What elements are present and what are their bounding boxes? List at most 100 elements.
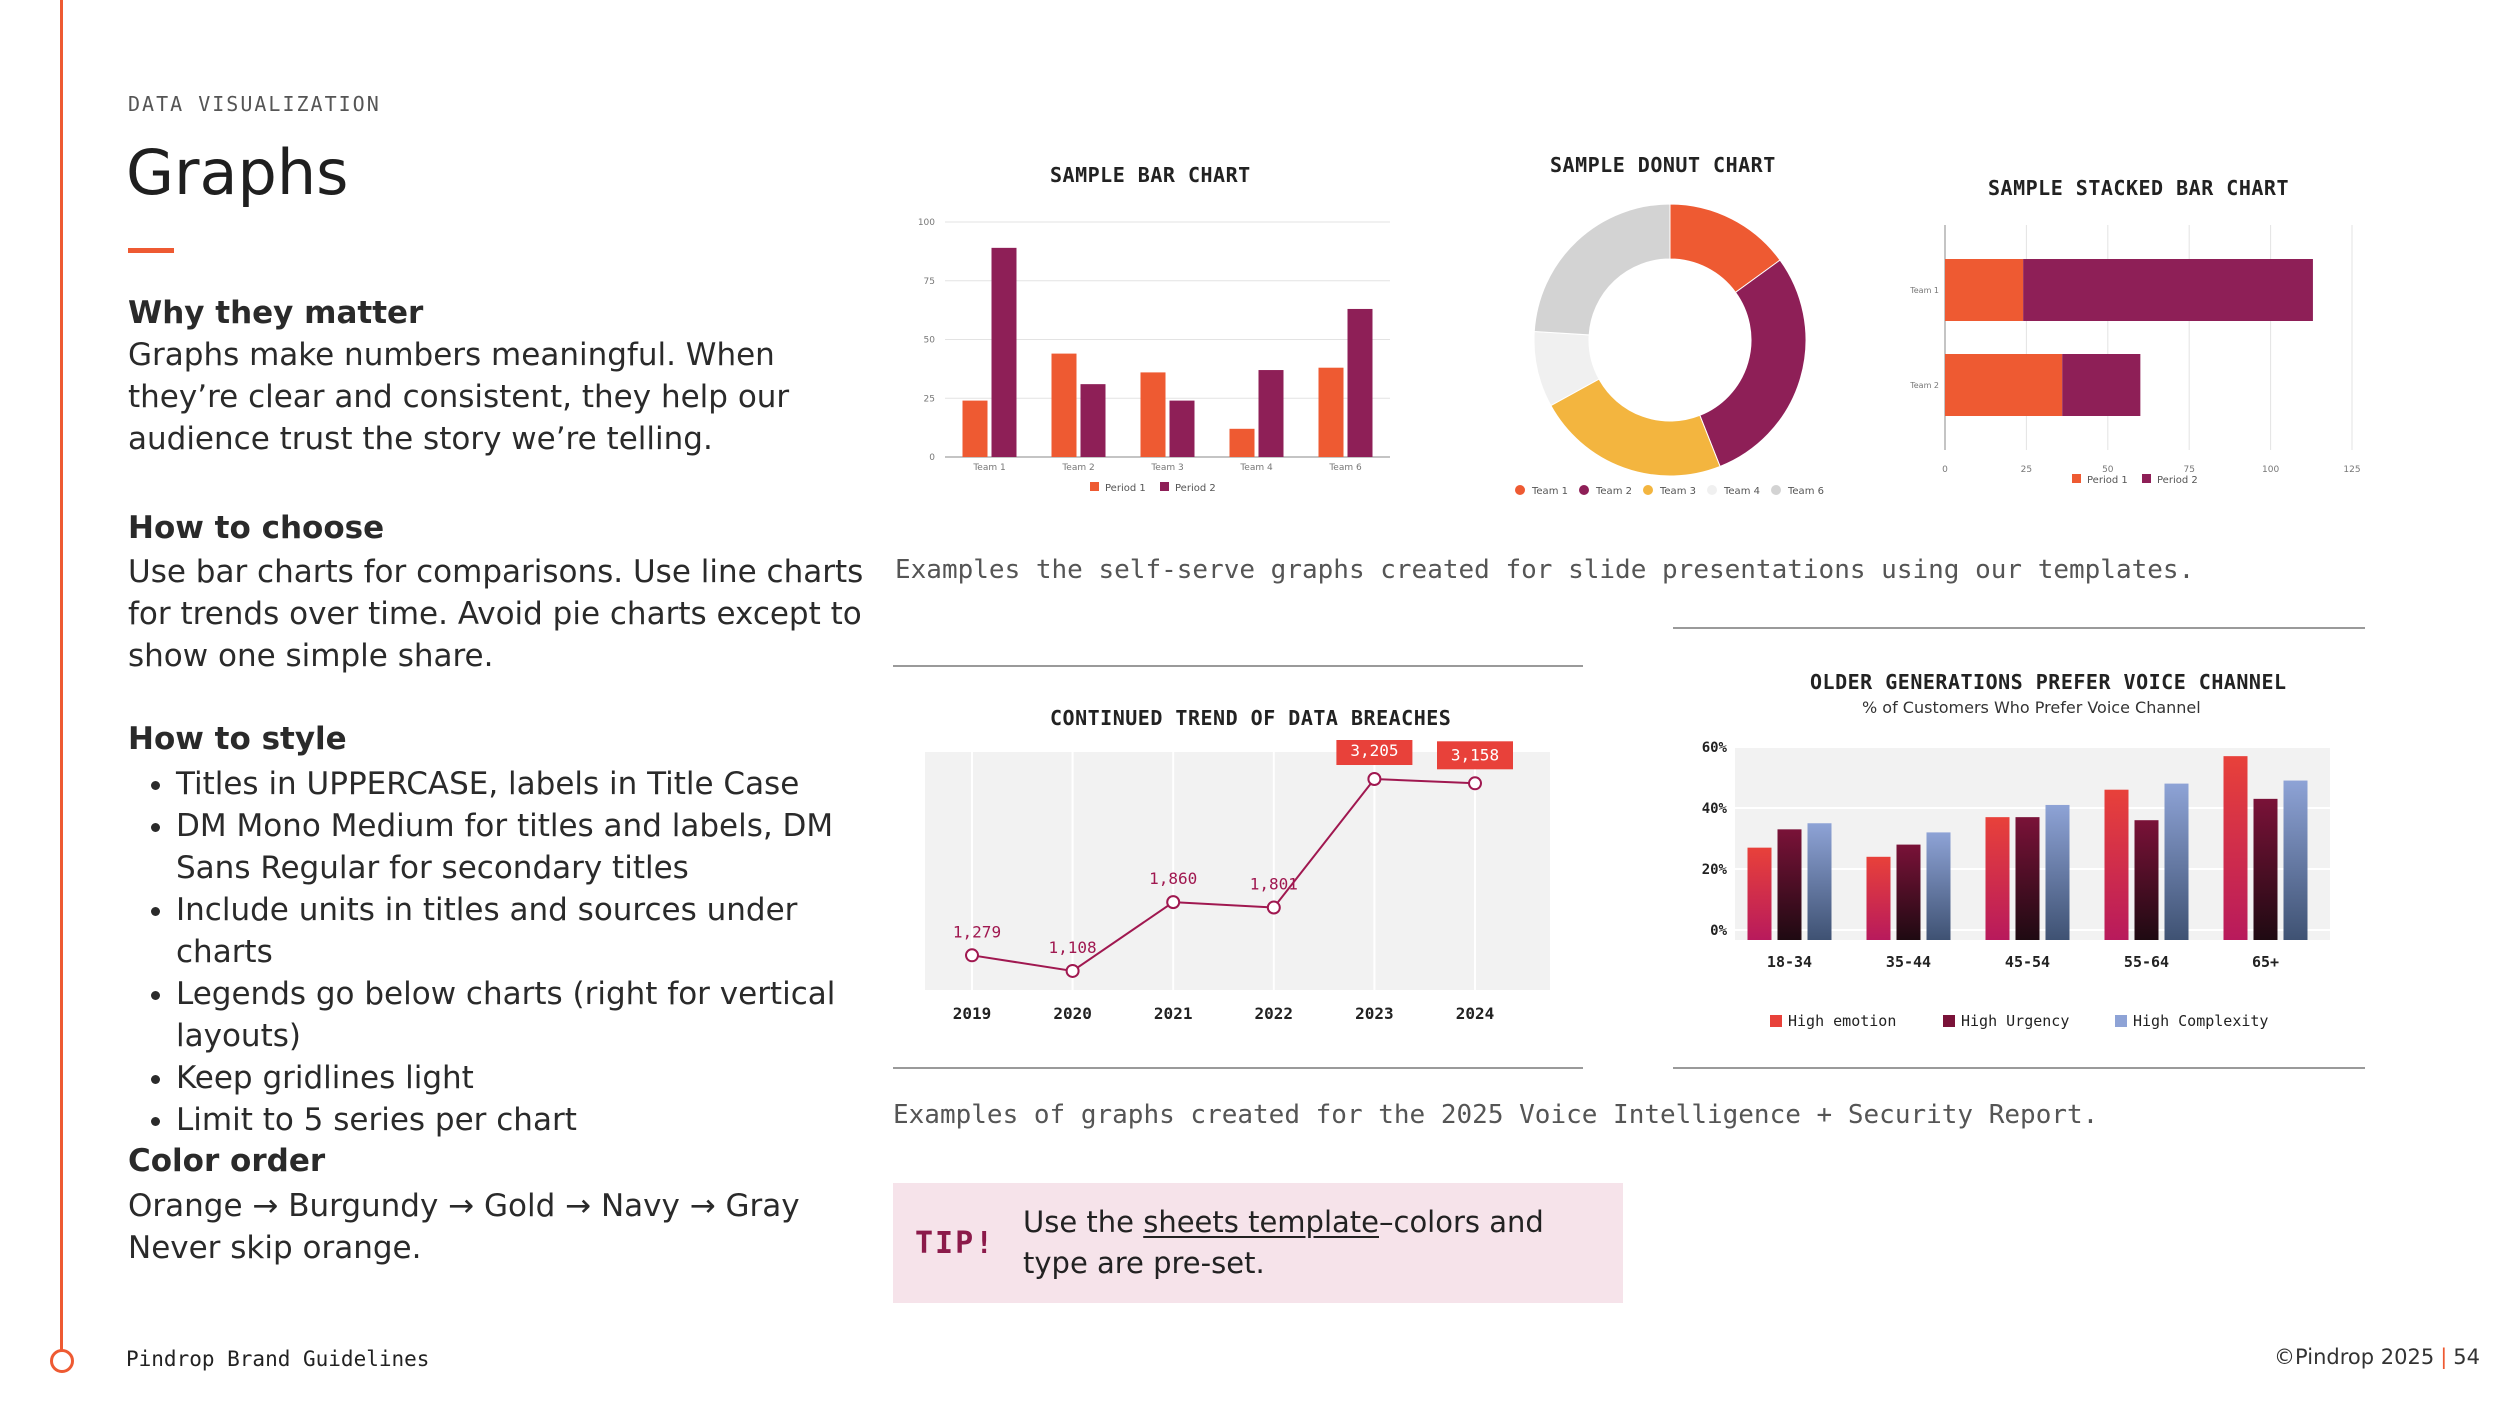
voice-chart-subtitle: % of Customers Who Prefer Voice Channel bbox=[1862, 698, 2201, 717]
y-tick-label: 75 bbox=[924, 277, 935, 287]
tip-text-after: –colors and type are pre-set. bbox=[1023, 1205, 1544, 1280]
legend-label: Team 3 bbox=[1659, 486, 1696, 497]
bar-segment bbox=[1945, 354, 2063, 416]
x-tick-label: 18-34 bbox=[1767, 953, 1812, 971]
bar-segment bbox=[2023, 259, 2313, 321]
data-point bbox=[965, 948, 979, 963]
style-bullet-list: Titles in UPPERCASE, labels in Title Cas… bbox=[128, 763, 888, 1141]
x-tick-label: 25 bbox=[2021, 465, 2032, 475]
section-heading-why: Why they matter bbox=[128, 295, 424, 331]
divider bbox=[1673, 627, 2365, 629]
bar bbox=[2104, 789, 2129, 940]
legend-label: High Urgency bbox=[1961, 1012, 2069, 1030]
bar bbox=[1777, 829, 1802, 940]
section-heading-style: How to style bbox=[128, 721, 347, 757]
donut-slice bbox=[1533, 203, 1671, 336]
bar bbox=[1051, 353, 1077, 457]
highlight-label-box bbox=[1437, 741, 1513, 770]
bar-segment bbox=[1945, 259, 2024, 321]
highlight-label-box bbox=[1336, 740, 1413, 766]
legend-swatch bbox=[2115, 1015, 2127, 1027]
bar bbox=[962, 400, 988, 457]
x-tick-label: Team 6 bbox=[1328, 463, 1362, 473]
y-tick-label: Team 2 bbox=[1909, 381, 1939, 390]
bar bbox=[2223, 756, 2248, 940]
voice-bar-chart: 0% 20% 40% 60% 18-34 35-44 45-54 55-64 65+ High e… bbox=[1702, 740, 2330, 1030]
x-tick-label: Team 3 bbox=[1150, 463, 1183, 473]
donut-chart-title: SAMPLE DONUT CHART bbox=[1550, 153, 1776, 177]
caption-top: Examples the self-serve graphs created f… bbox=[895, 555, 2195, 585]
style-bullet: Legends go below charts (right for verti… bbox=[176, 973, 888, 1057]
color-order-line: Orange → Burgundy → Gold → Navy → Gray bbox=[128, 1188, 800, 1224]
y-tick-label: 25 bbox=[924, 394, 935, 404]
y-tick-label: 50 bbox=[924, 336, 936, 346]
divider bbox=[893, 665, 1583, 667]
title-accent-bar bbox=[128, 248, 174, 253]
data-point bbox=[1065, 963, 1080, 978]
bar bbox=[1318, 367, 1344, 457]
legend-label: High Complexity bbox=[2133, 1012, 2268, 1030]
style-bullet: Include units in titles and sources unde… bbox=[176, 889, 888, 973]
bar bbox=[2134, 820, 2159, 940]
line-chart-title: CONTINUED TREND OF DATA BREACHES bbox=[1050, 706, 1452, 730]
x-tick-label: 2023 bbox=[1355, 1004, 1394, 1023]
bar-chart-title: SAMPLE BAR CHART bbox=[1050, 163, 1251, 187]
divider bbox=[893, 1067, 1583, 1069]
section-heading-color: Color order bbox=[128, 1143, 326, 1179]
bar bbox=[1347, 308, 1373, 457]
stacked-bar-chart: 0 25 50 75 100 125 Team 1 Team 2 Period 1 Period … bbox=[1909, 225, 2361, 486]
sheets-template-link[interactable]: sheets template bbox=[1143, 1205, 1379, 1239]
bar bbox=[1985, 817, 2010, 940]
legend-swatch bbox=[1579, 485, 1589, 495]
legend-swatch bbox=[1770, 1015, 1782, 1027]
section-body-color: Orange → Burgundy → Gold → Navy → Gray N… bbox=[128, 1185, 868, 1269]
bar bbox=[1747, 847, 1772, 940]
x-tick-label: Team 2 bbox=[1061, 463, 1094, 473]
bar bbox=[2283, 780, 2308, 940]
style-bullet: Keep gridlines light bbox=[176, 1057, 888, 1099]
legend-label: Period 1 bbox=[2087, 475, 2128, 486]
legend-label: Team 2 bbox=[1595, 486, 1632, 497]
donut-chart: Team 1 Team 2 Team 3 Team 4 Team 6 bbox=[1515, 203, 1824, 497]
bar-chart: 0 25 50 75 100 Team 1 Team 2 Team 3 Team 4 Team 6… bbox=[918, 218, 1390, 494]
data-point bbox=[1166, 895, 1181, 910]
caption-bottom: Examples of graphs created for the 2025 … bbox=[893, 1100, 2099, 1130]
x-tick-label: Team 1 bbox=[972, 463, 1005, 473]
footer-separator: | bbox=[2440, 1345, 2448, 1369]
legend-swatch bbox=[2072, 474, 2081, 483]
x-tick-label: 100 bbox=[2262, 465, 2279, 475]
footer-copyright: ©Pindrop 2025 bbox=[2274, 1345, 2435, 1369]
bar bbox=[1926, 832, 1951, 940]
data-point bbox=[1266, 900, 1281, 915]
x-tick-label: Team 4 bbox=[1239, 463, 1273, 473]
tip-label: TIP! bbox=[915, 1226, 996, 1261]
y-tick-label: 100 bbox=[918, 218, 935, 228]
y-tick-label: 0% bbox=[1710, 923, 1727, 939]
legend-label: Team 4 bbox=[1723, 486, 1760, 497]
tip-box bbox=[893, 1183, 1623, 1303]
section-body-choose: Use bar charts for comparisons. Use line… bbox=[128, 554, 864, 674]
divider bbox=[1673, 1067, 2365, 1069]
eyebrow: DATA VISUALIZATION bbox=[128, 92, 381, 116]
y-tick-label: Team 1 bbox=[1909, 286, 1939, 295]
page-number: 54 bbox=[2453, 1345, 2480, 1369]
data-label: 3,158 bbox=[1451, 745, 1499, 764]
y-tick-label: 40% bbox=[1702, 801, 1728, 817]
color-order-note: Never skip orange. bbox=[128, 1230, 422, 1266]
legend-swatch bbox=[1707, 485, 1717, 495]
bar bbox=[1080, 384, 1106, 457]
footer-right: ©Pindrop 2025 | 54 bbox=[2274, 1345, 2480, 1369]
tip-text: Use the sheets template–colors and type … bbox=[1023, 1202, 1603, 1284]
style-bullet: Titles in UPPERCASE, labels in Title Cas… bbox=[176, 763, 888, 805]
legend-swatch bbox=[1090, 482, 1099, 491]
x-tick-label: 2020 bbox=[1053, 1004, 1092, 1023]
bar bbox=[2253, 798, 2278, 940]
legend-label: High emotion bbox=[1788, 1012, 1896, 1030]
bar-segment bbox=[2062, 354, 2141, 416]
stacked-chart-title: SAMPLE STACKED BAR CHART bbox=[1988, 176, 2289, 200]
legend-swatch bbox=[1943, 1015, 1955, 1027]
voice-chart-title: OLDER GENERATIONS PREFER VOICE CHANNEL bbox=[1810, 670, 2287, 694]
line-chart: 1,279 2019 1,108 2020 1,860 2021 1,801 2022 3,20… bbox=[925, 740, 1550, 1023]
x-tick-label: 75 bbox=[2183, 465, 2194, 475]
section-body-why: Graphs make numbers meaningful. When the… bbox=[128, 337, 790, 457]
